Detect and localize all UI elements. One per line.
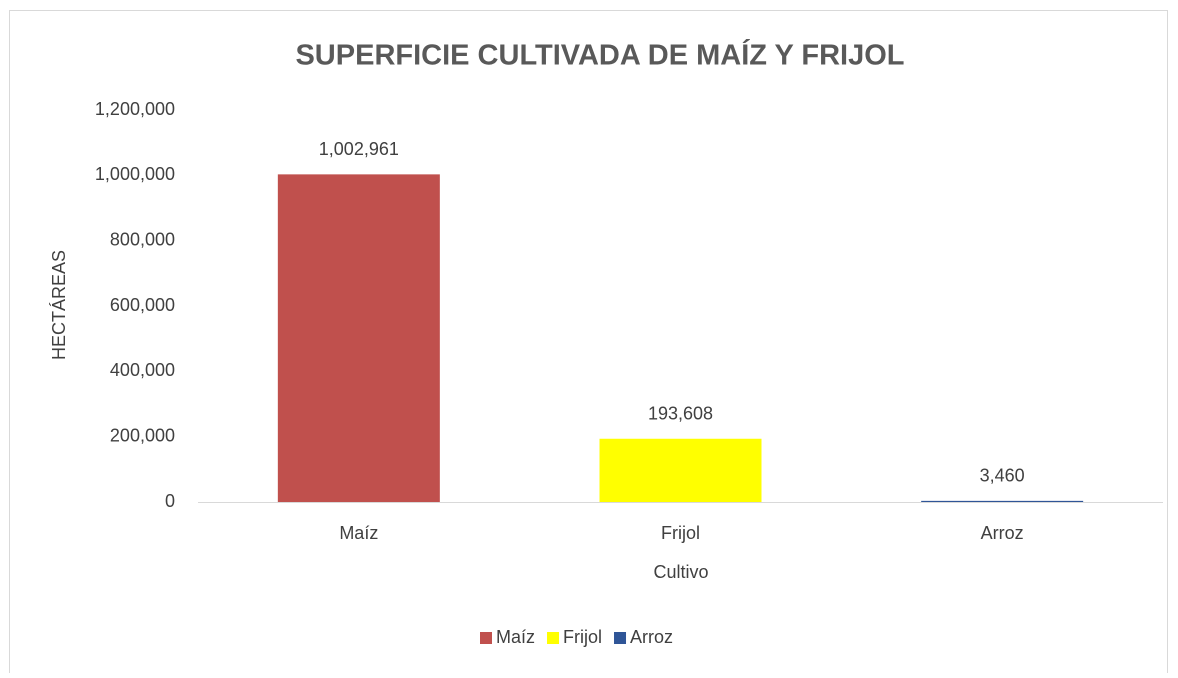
y-tick-label: 200,000 [110,425,175,445]
legend-label: Frijol [563,627,602,647]
bar [921,500,1084,502]
y-tick-label: 800,000 [110,229,175,249]
y-tick-label: 1,200,000 [95,99,175,119]
chart-border [9,10,1168,678]
x-tick-label: Arroz [981,523,1024,543]
y-tick-label: 400,000 [110,360,175,380]
data-label: 3,460 [980,466,1025,486]
legend-swatch [547,632,560,644]
y-axis-label: HECTÁREAS [49,250,69,360]
legend-swatch [614,632,627,644]
y-tick-label: 1,000,000 [95,164,175,184]
x-tick-label: Frijol [661,523,700,543]
chart-title: SUPERFICIE CULTIVADA DE MAÍZ Y FRIJOL [295,38,904,72]
data-label: 1,002,961 [319,139,399,159]
y-tick-label: 0 [165,491,175,511]
bar [277,174,440,502]
x-axis-label: Cultivo [653,562,708,582]
y-tick-label: 600,000 [110,295,175,315]
legend-label: Maíz [496,627,535,647]
bar [599,438,762,502]
legend-swatch [480,632,492,644]
x-tick-label: Maíz [339,523,378,543]
data-label: 193,608 [648,404,713,424]
legend-label: Arroz [630,627,673,647]
